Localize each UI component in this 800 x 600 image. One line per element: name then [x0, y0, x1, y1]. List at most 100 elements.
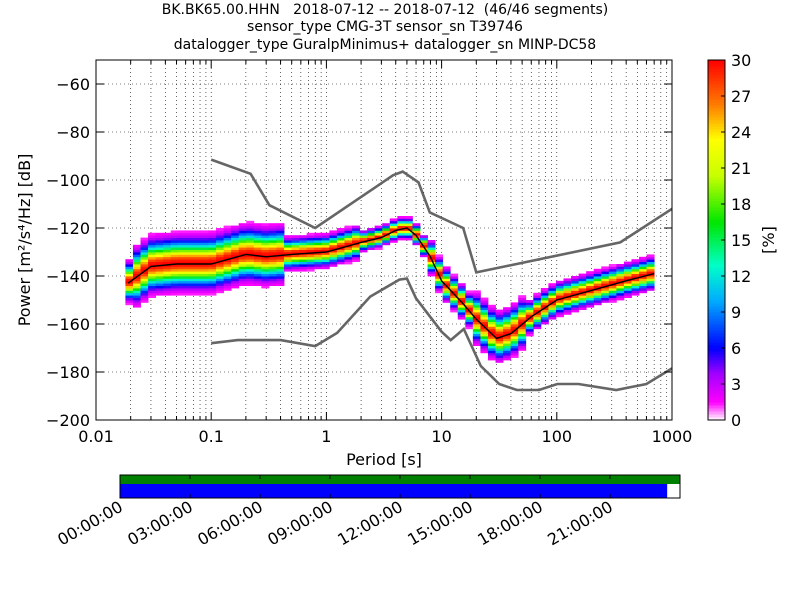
- heatmap-cell: [578, 290, 587, 294]
- heatmap-cell: [246, 230, 255, 234]
- heatmap-cell: [457, 314, 466, 318]
- heatmap-cell: [442, 273, 451, 277]
- heatmap-cell: [261, 280, 270, 284]
- heatmap-cell: [178, 237, 187, 241]
- heatmap-cell: [208, 266, 217, 270]
- heatmap-cell: [571, 283, 580, 286]
- heatmap-cell: [540, 297, 549, 301]
- heatmap-cell: [389, 237, 398, 241]
- heatmap-cell: [321, 237, 330, 241]
- heatmap-cell: [163, 256, 172, 260]
- heatmap-cell: [359, 230, 368, 234]
- heatmap-cell: [457, 283, 466, 286]
- heatmap-cell: [427, 240, 436, 243]
- heatmap-cell: [367, 247, 376, 250]
- heatmap-cell: [487, 338, 496, 342]
- heatmap-cell: [510, 355, 519, 358]
- heatmap-cell: [291, 244, 300, 248]
- heatmap-cell: [518, 348, 527, 351]
- colorbar-segment: [708, 291, 725, 295]
- heatmap-cell: [336, 242, 345, 246]
- heatmap-cell: [170, 237, 179, 241]
- heatmap-cell: [178, 290, 187, 294]
- heatmap-cell: [185, 278, 194, 282]
- heatmap-cell: [140, 266, 149, 270]
- heatmap-cell: [450, 304, 459, 308]
- heatmap-cell: [163, 240, 172, 243]
- colorbar-segment: [708, 396, 725, 400]
- heatmap-cell: [208, 232, 217, 236]
- heatmap-cell: [178, 230, 187, 234]
- heatmap-cell: [352, 230, 360, 234]
- heatmap-cell: [495, 343, 504, 346]
- heatmap-cell: [125, 278, 134, 282]
- heatmap-cell: [200, 237, 209, 241]
- heatmap-cell: [382, 225, 391, 229]
- heatmap-cell: [268, 256, 277, 260]
- heatmap-cell: [148, 276, 157, 279]
- heatmap-cell: [238, 235, 247, 238]
- heatmap-cell: [193, 264, 202, 267]
- heatmap-cell: [510, 345, 519, 349]
- colorbar-segment: [708, 207, 725, 211]
- heatmap-cell: [518, 326, 527, 330]
- heatmap-cell: [533, 321, 542, 325]
- heatmap-cell: [299, 237, 308, 241]
- heatmap-cell: [321, 264, 330, 267]
- heatmap-cell: [639, 256, 648, 260]
- heatmap-cell: [321, 261, 330, 265]
- heatmap-cell: [276, 242, 285, 246]
- heatmap-cell: [306, 232, 315, 236]
- heatmap-cell: [525, 312, 534, 315]
- heatmap-cell: [148, 244, 157, 248]
- heatmap-cell: [216, 230, 225, 234]
- heatmap-cell: [155, 290, 164, 294]
- heatmap-cell: [223, 264, 232, 267]
- heatmap-cell: [472, 307, 481, 310]
- heatmap-cell: [163, 237, 172, 241]
- heatmap-cell: [238, 261, 247, 265]
- heatmap-cell: [548, 302, 557, 306]
- y-tick-label: −200: [46, 411, 90, 430]
- heatmap-cell: [276, 256, 285, 260]
- heatmap-cell: [170, 240, 179, 243]
- heatmap-cell: [155, 283, 164, 286]
- heatmap-cell: [231, 232, 240, 236]
- heatmap-cell: [299, 249, 308, 253]
- heatmap-cell: [646, 256, 655, 260]
- heatmap-cell: [208, 268, 217, 272]
- colorbar-segment: [708, 105, 725, 109]
- heatmap-cell: [548, 309, 557, 313]
- heatmap-cell: [608, 292, 617, 296]
- heatmap-cell: [555, 285, 564, 289]
- heatmap-cell: [314, 261, 323, 265]
- heatmap-cell: [586, 273, 595, 277]
- title-line-3: datalogger_type GuralpMinimus+ datalogge…: [173, 37, 597, 53]
- heatmap-cell: [246, 266, 255, 270]
- colorbar-segment: [708, 183, 725, 187]
- heatmap-cell: [571, 304, 580, 308]
- heatmap-cell: [155, 261, 164, 265]
- heatmap-cell: [223, 273, 232, 277]
- heatmap-cell: [525, 328, 534, 332]
- heatmap-cell: [586, 304, 595, 308]
- heatmap-cell: [540, 309, 549, 313]
- heatmap-cell: [631, 288, 640, 291]
- heatmap-cell: [261, 264, 270, 267]
- heatmap-cell: [435, 256, 444, 260]
- timeline-tick-label: 09:00:00: [264, 497, 336, 549]
- colorbar-segment: [708, 300, 725, 304]
- heatmap-cell: [208, 283, 217, 286]
- heatmap-cell: [450, 290, 459, 294]
- heatmap-cell: [276, 237, 285, 241]
- colorbar-segment: [708, 315, 725, 319]
- heatmap-cell: [200, 252, 209, 255]
- heatmap-cell: [170, 247, 179, 250]
- heatmap-cell: [140, 240, 149, 243]
- heatmap-cell: [593, 268, 602, 272]
- colorbar-segment: [708, 375, 725, 379]
- heatmap-cell: [586, 292, 595, 296]
- heatmap-cell: [518, 331, 527, 334]
- colorbar-segment: [708, 159, 725, 163]
